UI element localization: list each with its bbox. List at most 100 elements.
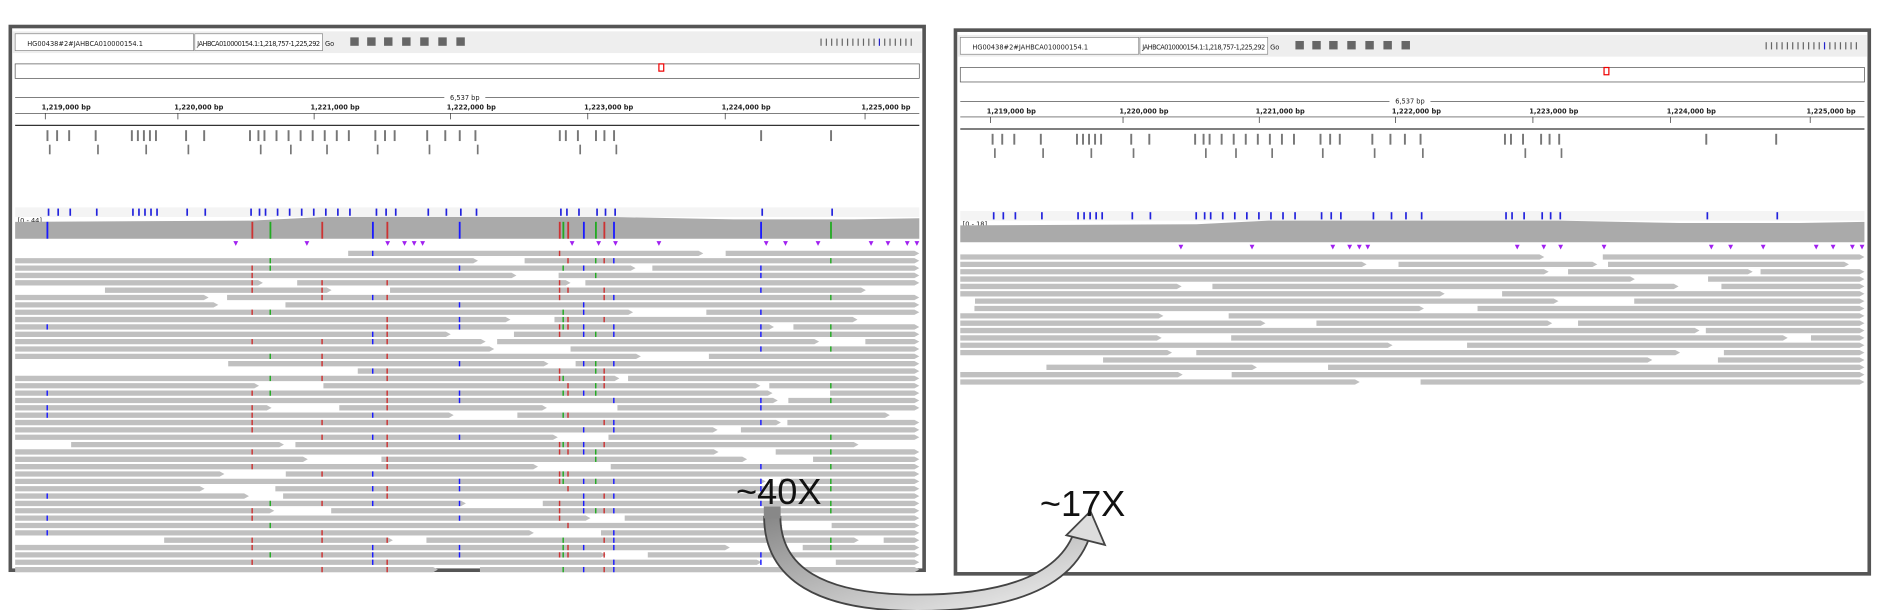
variant — [1195, 212, 1198, 220]
go-button[interactable]: Go — [325, 40, 334, 48]
ideogram-marker — [658, 63, 665, 72]
mismatch — [613, 419, 615, 426]
coverage-range: [0 - 44] — [18, 217, 43, 225]
mismatch — [567, 441, 569, 448]
variant — [204, 208, 207, 216]
variant — [1511, 212, 1513, 220]
mismatch — [386, 353, 388, 360]
read — [1328, 364, 1865, 370]
mismatch — [567, 258, 569, 264]
read — [960, 372, 1183, 378]
toolbar-icon — [1347, 40, 1356, 50]
mismatch — [830, 434, 832, 440]
variant — [1095, 212, 1097, 220]
mismatch — [613, 361, 615, 367]
mismatch — [830, 464, 832, 470]
variant — [288, 208, 291, 216]
annotation — [1329, 133, 1332, 145]
mismatch — [321, 530, 323, 536]
go-button[interactable]: Go — [1270, 43, 1279, 51]
mismatch — [558, 250, 561, 257]
annotation — [579, 144, 582, 155]
variant — [1340, 212, 1342, 220]
zoom-tick — [1834, 42, 1836, 50]
mismatch — [46, 515, 48, 521]
read — [608, 434, 920, 440]
annotation — [1208, 133, 1211, 145]
mismatch — [595, 390, 597, 396]
mismatch — [46, 412, 48, 418]
mismatch — [613, 544, 615, 551]
variant — [394, 208, 397, 216]
variant — [831, 208, 833, 216]
mismatch — [830, 537, 832, 543]
mismatch — [603, 508, 605, 514]
variant — [375, 208, 378, 216]
insertion-marker — [868, 241, 874, 246]
read — [1477, 305, 1865, 312]
ruler-label: 1,223,000 bp — [1529, 107, 1578, 115]
mismatch — [582, 478, 585, 485]
mismatch — [321, 338, 323, 345]
coverage-mismatch — [458, 221, 461, 239]
mismatch — [582, 265, 585, 271]
mismatch — [321, 375, 323, 382]
variant — [761, 208, 764, 216]
read — [275, 486, 920, 492]
insertion-marker — [1830, 244, 1836, 250]
mismatch — [582, 544, 585, 551]
variant — [578, 208, 580, 216]
variant — [566, 208, 568, 216]
mismatch — [371, 500, 374, 507]
toolbar-icon — [1295, 40, 1304, 50]
mismatch — [760, 478, 762, 485]
mismatch — [830, 331, 832, 337]
variant — [300, 208, 303, 216]
read — [585, 280, 920, 286]
annotation — [257, 130, 260, 142]
mismatch — [269, 375, 271, 382]
mismatch — [595, 258, 597, 264]
mismatch — [558, 500, 561, 507]
toolbar-icon — [367, 37, 376, 46]
variant — [1089, 212, 1091, 220]
insertion-marker — [420, 241, 426, 246]
mismatch — [562, 412, 564, 418]
mismatch — [458, 324, 461, 330]
mismatch — [582, 390, 585, 396]
toolbar-icon — [402, 37, 411, 46]
zoom-tick — [878, 38, 880, 46]
mismatch — [251, 559, 253, 565]
mismatch — [458, 434, 461, 440]
annotation — [613, 130, 616, 142]
zoom-tick — [1776, 42, 1778, 50]
toolbar-icon — [384, 37, 393, 46]
mismatch — [269, 265, 271, 271]
annotation — [393, 130, 396, 142]
mismatch — [582, 331, 585, 337]
insertion-marker — [904, 241, 910, 246]
read — [1420, 379, 1865, 385]
variant — [1002, 212, 1005, 220]
ruler-label: 1,221,000 bp — [311, 104, 360, 112]
variant — [1221, 212, 1224, 220]
toolbar-icon — [350, 37, 359, 46]
read — [104, 287, 332, 293]
mismatch — [760, 500, 762, 507]
read — [15, 530, 534, 536]
insertion-marker — [914, 241, 920, 246]
zoom-tick — [1829, 42, 1831, 50]
read — [339, 405, 547, 411]
variant — [186, 208, 189, 216]
annotation — [94, 130, 97, 142]
variant — [1258, 212, 1260, 220]
mismatch — [321, 552, 323, 558]
toolbar-icon — [1365, 40, 1374, 50]
mismatch — [562, 537, 564, 543]
insertion-marker — [596, 241, 602, 246]
zoom-tick — [1770, 42, 1773, 50]
zoom-tick — [1839, 42, 1842, 50]
insertion-marker — [1356, 244, 1362, 250]
insertion-marker — [656, 241, 662, 246]
variant — [57, 208, 60, 216]
